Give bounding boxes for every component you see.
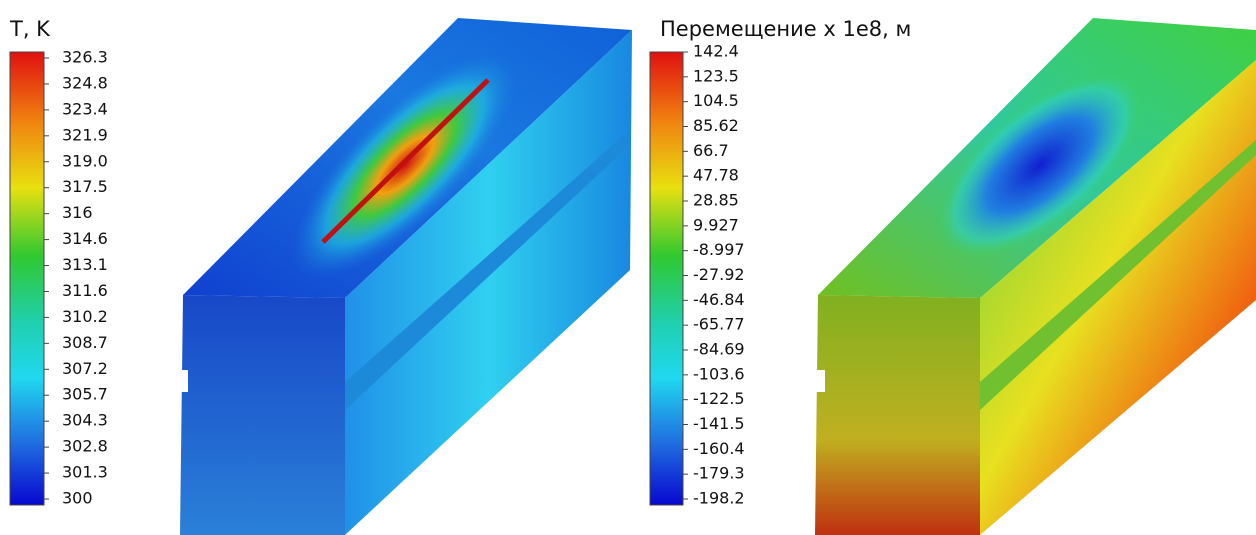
tick-label: 47.78	[693, 166, 739, 185]
tick-label: 66.7	[693, 141, 729, 160]
tick-label: -160.4	[693, 439, 745, 458]
tick-label: 314.6	[62, 229, 108, 248]
tick-label: 142.4	[693, 42, 739, 61]
tick-label: 324.8	[62, 73, 108, 92]
tick-label: -198.2	[693, 489, 745, 508]
tick-label: 319.0	[62, 151, 108, 170]
tick-label: 104.5	[693, 91, 739, 110]
tick-label: 307.2	[62, 359, 108, 378]
tick-label: -179.3	[693, 464, 745, 483]
tick-label: 85.62	[693, 116, 739, 135]
tick-label: -8.997	[693, 240, 745, 259]
temperature-colorbar: T, K 326.3 324.8 323.4 321.9 319.0 317.5 316 31…	[9, 17, 108, 508]
colorbar	[9, 51, 45, 506]
tick-label: -65.77	[693, 315, 745, 334]
colorbar-title: Перемещение х 1е8, м	[660, 17, 911, 41]
tick-label: 301.3	[62, 463, 108, 482]
temperature-block	[176, 18, 632, 535]
displacement-colorbar: Перемещение х 1е8, м 142.4 123.5 104.5 85.6…	[649, 17, 911, 508]
tick-label: 9.927	[693, 215, 739, 234]
tick-label: 313.1	[62, 255, 108, 274]
tick-label: -27.92	[693, 265, 745, 284]
tick-label: 308.7	[62, 333, 108, 352]
tick-label: 316	[62, 203, 93, 222]
tick-label: 123.5	[693, 66, 739, 85]
tick-label: 326.3	[62, 48, 108, 67]
tick-label: 302.8	[62, 437, 108, 456]
tick-label: -141.5	[693, 414, 745, 433]
tick-label: 321.9	[62, 125, 108, 144]
tick-label: -46.84	[693, 290, 745, 309]
colorbar-title: T, K	[9, 17, 51, 41]
tick-label: 317.5	[62, 177, 108, 196]
tick-label: 311.6	[62, 281, 108, 300]
tick-label: -103.6	[693, 364, 745, 383]
tick-label: -84.69	[693, 340, 745, 359]
tick-label: 310.2	[62, 307, 108, 326]
tick-label: 28.85	[693, 191, 739, 210]
tick-label: 300	[62, 489, 93, 508]
colorbar	[649, 51, 684, 506]
tick-label: 304.3	[62, 411, 108, 430]
tick-label: -122.5	[693, 389, 745, 408]
displacement-block	[813, 18, 1256, 535]
tick-label: 323.4	[62, 99, 108, 118]
tick-label: 305.7	[62, 385, 108, 404]
